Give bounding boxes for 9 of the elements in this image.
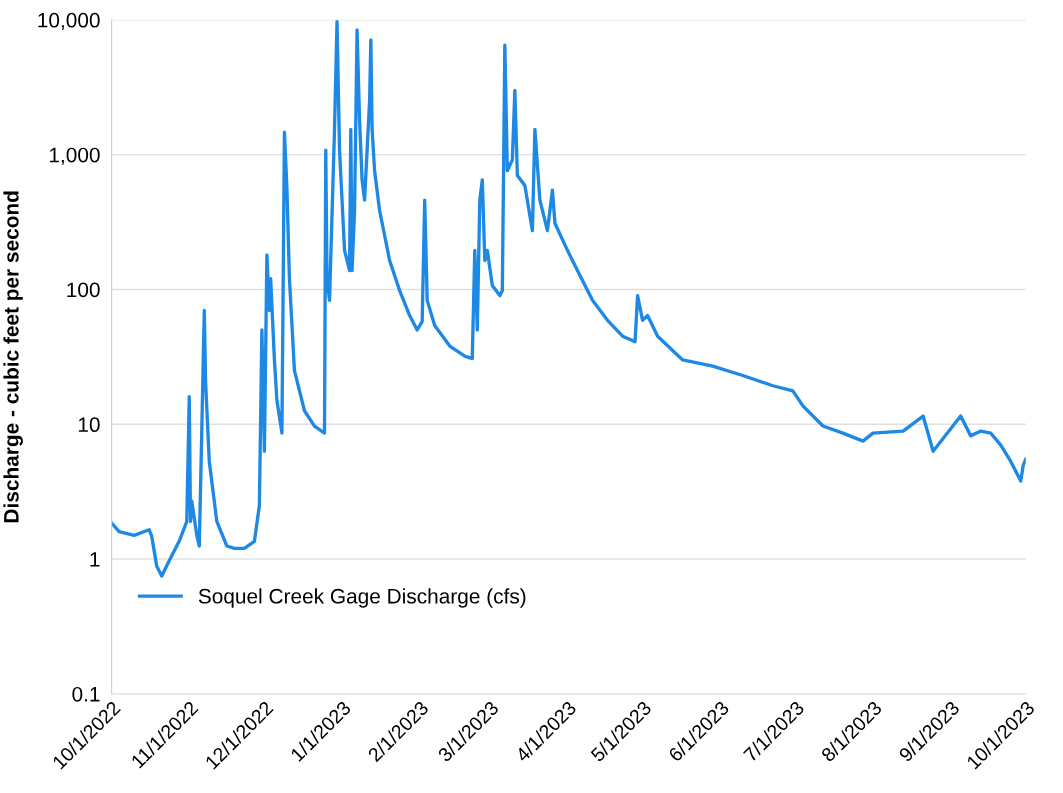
line-series	[111, 19, 1026, 578]
y-tick-label: 10,000	[38, 12, 100, 31]
y-tick-label: 10	[78, 417, 100, 433]
y-axis-title: Discharge - cubic feet per second	[3, 191, 23, 523]
y-tick-label: 0.1	[72, 686, 100, 702]
y-tick-label: 100	[67, 282, 100, 298]
y-tick-label: 1	[90, 552, 100, 567]
legend-label: Soquel Creek Gage Discharge (cfs)	[198, 588, 526, 608]
y-tick-label: 1,000	[49, 147, 100, 165]
